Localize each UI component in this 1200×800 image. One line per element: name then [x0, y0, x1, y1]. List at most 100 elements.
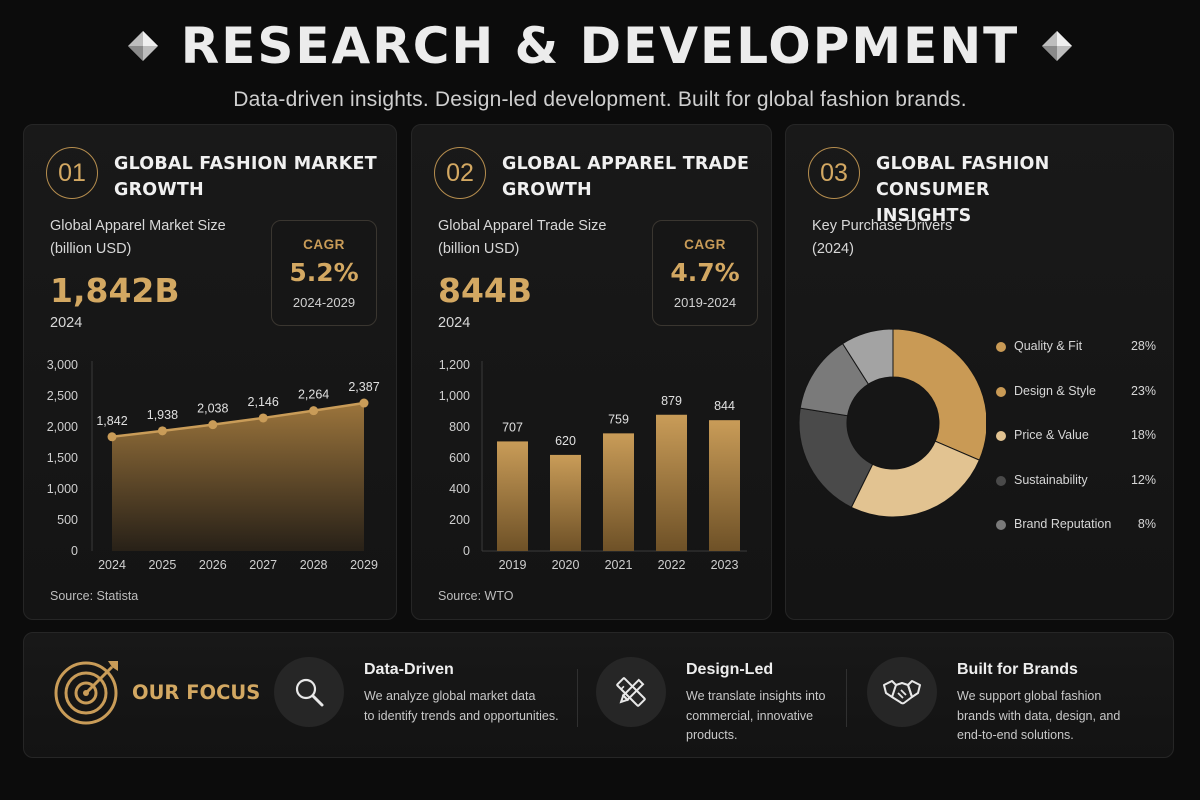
magnifier-icon: [274, 657, 344, 727]
y-tick-label: 3,000: [47, 358, 78, 372]
x-tick-label: 2021: [605, 558, 633, 572]
chart-source: Source: Statista: [50, 589, 139, 603]
focus-desc-line: to identify trends and opportunities.: [364, 708, 559, 723]
metric-label: Key Purchase Drivers (2024): [812, 215, 952, 261]
x-tick-label: 2022: [658, 558, 686, 572]
legend-value: 12%: [1130, 472, 1156, 487]
market-size-area-chart: 0 500 1,000 1,500 2,000 2,500 3,000 1,842 2024 1,…: [47, 358, 380, 572]
cagr-label: CAGR: [684, 237, 726, 252]
metric-label-line: (2024): [812, 241, 854, 257]
card-title: GLOBAL FASHION MARKET GROWTH: [114, 151, 384, 203]
y-tick-label: 600: [449, 451, 470, 465]
donut-slice: [850, 440, 981, 518]
x-tick-label: 2028: [300, 558, 328, 572]
y-tick-label: 0: [71, 544, 78, 558]
x-tick-label: 2020: [552, 558, 580, 572]
focus-desc-line: brands with data, design, and: [957, 708, 1121, 723]
legend-value: 28%: [1130, 339, 1156, 353]
focus-item-title: Design-Led: [686, 661, 774, 678]
metric-label: Global Apparel Market Size (billion USD): [50, 215, 226, 261]
area-fill: [112, 403, 364, 551]
card-title-line: GROWTH: [502, 180, 592, 200]
data-point: [359, 398, 369, 408]
donut-slice: [841, 328, 894, 385]
series-line: [111, 401, 365, 439]
legend-swatch: [996, 386, 1006, 397]
data-label: 707: [502, 420, 523, 434]
focus-desc-line: commercial, innovative: [686, 708, 814, 723]
cagr-value: 4.7%: [670, 258, 740, 287]
card-number: 02: [434, 147, 486, 199]
legend-item: Price & Value 18%: [996, 426, 1156, 446]
focus-desc-line: products.: [686, 728, 738, 742]
pencil-ruler-icon: [596, 657, 666, 727]
divider: [577, 669, 578, 727]
card-title-line: GLOBAL FASHION CONSUMER: [876, 154, 1050, 200]
data-label: 879: [661, 394, 682, 408]
bar: [656, 414, 687, 551]
trade-size-bar-chart: 0 200 400 600 800 1,000 1,200 707 2019 620 2020 759…: [439, 358, 747, 572]
metric-label-line: (billion USD): [438, 241, 520, 257]
legend-label: Quality & Fit: [1014, 339, 1083, 353]
metric-year: 2024: [438, 315, 471, 331]
focus-item-desc: We analyze global market data to identif…: [364, 687, 564, 726]
data-label: 2,264: [298, 388, 329, 402]
x-tick-label: 2026: [199, 558, 227, 572]
title-row: RESEARCH & DEVELOPMENT: [0, 14, 1200, 78]
metric-value: 844B: [438, 271, 533, 310]
cagr-label: CAGR: [303, 237, 345, 252]
data-point: [258, 413, 268, 423]
y-tick-label: 400: [449, 482, 470, 496]
y-tick-label: 1,000: [47, 482, 78, 496]
x-tick-label: 2027: [249, 558, 277, 572]
data-label: 2,146: [248, 395, 279, 409]
metric-label-line: Global Apparel Market Size: [50, 218, 226, 234]
cagr-box: CAGR 4.7% 2019-2024: [652, 220, 758, 326]
legend-swatch: [996, 520, 1006, 530]
metric-label-line: Key Purchase Drivers: [812, 218, 953, 234]
cagr-range: 2019-2024: [673, 295, 737, 310]
x-tick-label: 2025: [148, 558, 176, 572]
focus-bar: OUR FOCUS Data-Driven We analyze global …: [23, 632, 1174, 758]
y-tick-label: 200: [449, 513, 470, 527]
purchase-drivers-donut-chart: [798, 328, 986, 518]
focus-title: OUR FOCUS: [132, 681, 261, 704]
x-tick-label: 2029: [350, 558, 378, 572]
focus-item-title: Built for Brands: [957, 661, 1078, 678]
x-tick-label: 2023: [711, 558, 739, 572]
data-point: [107, 432, 117, 442]
cagr-value: 5.2%: [289, 258, 359, 287]
focus-item-title: Data-Driven: [364, 661, 454, 678]
y-tick-label: 1,000: [439, 389, 470, 403]
legend-label: Design & Style: [1014, 383, 1096, 398]
legend-label: Brand Reputation: [1014, 517, 1112, 531]
legend-item: Design & Style 23%: [996, 382, 1156, 402]
bar: [550, 454, 581, 551]
cagr-box: CAGR 5.2% 2024-2029: [271, 220, 377, 326]
x-tick-label: 2019: [499, 558, 527, 572]
focus-desc-line: We translate insights into: [686, 689, 826, 703]
y-tick-label: 1,500: [47, 451, 78, 465]
focus-desc-line: We analyze global market data: [364, 689, 536, 703]
target-icon: [54, 661, 118, 725]
focus-item-design-led: Design-Led We translate insights into co…: [596, 633, 856, 759]
metric-label-line: (billion USD): [50, 241, 132, 257]
y-tick-label: 0: [463, 544, 470, 558]
cagr-range: 2024-2029: [292, 295, 356, 310]
focus-item-desc: We translate insights into commercial, i…: [686, 687, 886, 746]
page-header: RESEARCH & DEVELOPMENT Data-driven insig…: [0, 14, 1200, 112]
y-tick-label: 500: [57, 513, 78, 527]
metric-value: 1,842B: [50, 271, 180, 310]
legend-label: Price & Value: [1014, 428, 1089, 442]
x-tick-label: 2024: [98, 558, 126, 572]
y-tick-label: 2,500: [47, 389, 78, 403]
bar: [497, 441, 528, 551]
data-label: 1,938: [147, 408, 178, 422]
card-title-line: INSIGHTS: [876, 206, 972, 226]
card-number: 01: [46, 147, 98, 199]
legend-swatch: [996, 475, 1006, 486]
card-title-line: GROWTH: [114, 180, 204, 200]
focus-item-data-driven: Data-Driven We analyze global market dat…: [274, 633, 574, 759]
legend-label: Sustainability: [1014, 472, 1088, 487]
card-number: 03: [808, 147, 860, 199]
